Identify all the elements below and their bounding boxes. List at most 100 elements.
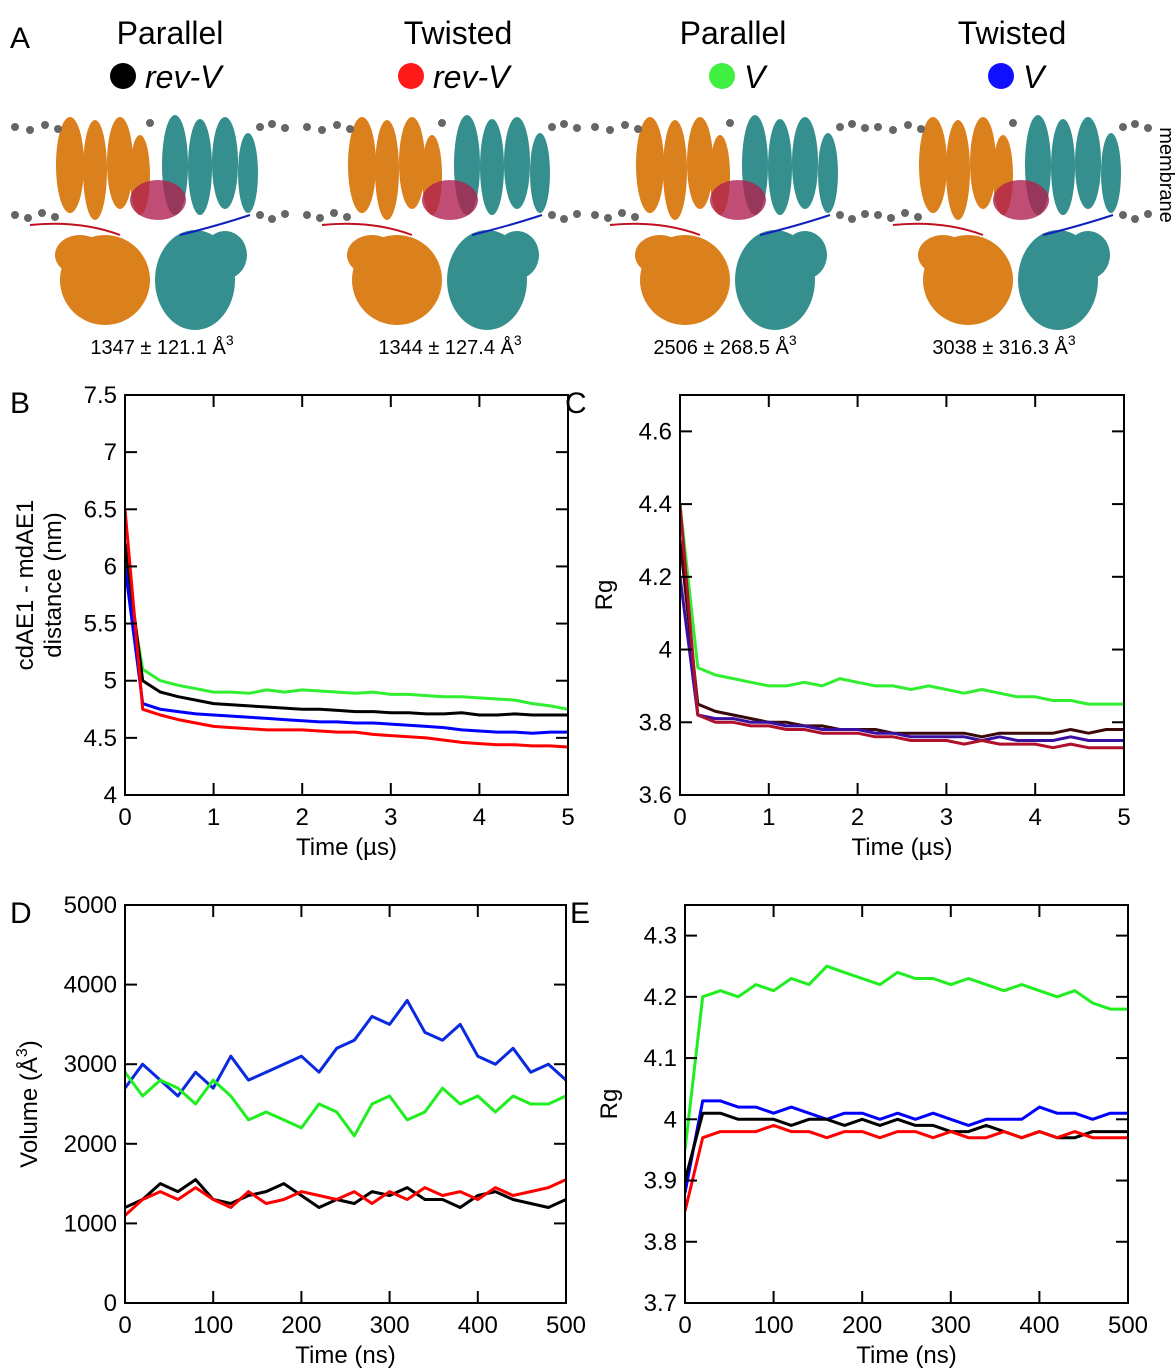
series-line — [125, 1071, 566, 1138]
y-tick-label: 4.2 — [644, 984, 677, 1011]
plot-frame — [124, 904, 567, 1304]
y-tick-label: 4.3 — [644, 923, 677, 950]
legend-dot — [398, 63, 424, 89]
x-tick-label: 5 — [561, 804, 574, 831]
y-axis-label: Volume (Å3) — [14, 1040, 43, 1168]
legend-label: rev-V — [145, 59, 224, 95]
structure — [10, 114, 290, 331]
x-tick-label: 2 — [851, 804, 864, 831]
y-tick-label: 4.6 — [639, 418, 672, 445]
x-tick-label: 4 — [473, 804, 486, 831]
series-line — [680, 576, 1124, 742]
legend-dot — [110, 63, 136, 89]
x-axis-label: Time (µs) — [852, 834, 953, 861]
y-tick-label: 5 — [104, 668, 117, 695]
series-line — [680, 503, 1124, 750]
x-tick-label: 300 — [931, 1312, 971, 1339]
y-tick-label: 2000 — [64, 1131, 117, 1158]
volume-label: 3038 ± 316.3 Å3 — [932, 332, 1076, 359]
series-line — [685, 1099, 1128, 1194]
y-tick-label: 3.6 — [639, 782, 672, 809]
y-tick-label: 0 — [104, 1290, 117, 1317]
x-tick-label: 500 — [1108, 1312, 1148, 1339]
series-line — [125, 566, 568, 711]
y-axis-label-part: Volume (Å — [15, 1057, 43, 1168]
x-tick-label: 400 — [458, 1312, 498, 1339]
legend-dot — [988, 63, 1014, 89]
y-tick-label: 5.5 — [84, 611, 117, 638]
series-line — [680, 540, 1124, 739]
plot-area — [125, 999, 566, 1217]
x-tick-label: 3 — [940, 804, 953, 831]
y-axis-label-part: Rg — [596, 1089, 623, 1120]
y-tick-label: 6.5 — [84, 496, 117, 523]
y-tick-label: 4 — [104, 782, 117, 809]
x-tick-label: 1 — [762, 804, 775, 831]
volume-exponent: 3 — [514, 332, 522, 348]
plot-area — [125, 509, 568, 749]
y-tick-label: 4 — [659, 637, 672, 664]
series-line — [680, 503, 1124, 706]
y-tick-label: 4.1 — [644, 1045, 677, 1072]
y-axis-label: Rg — [591, 580, 618, 611]
x-axis-label: Time (µs) — [296, 834, 397, 861]
series-line — [685, 1123, 1128, 1212]
y-tick-label: 7 — [104, 439, 117, 466]
series-line — [125, 509, 568, 749]
x-tick-label: 100 — [754, 1312, 794, 1339]
structure — [590, 114, 870, 331]
x-tick-label: 500 — [546, 1312, 586, 1339]
x-tick-label: 2 — [296, 804, 309, 831]
panel-letter: C — [565, 387, 587, 420]
volume-exponent: 3 — [226, 332, 234, 348]
volume-label: 2506 ± 268.5 Å3 — [653, 332, 797, 359]
plot-frame — [679, 394, 1125, 796]
volume-value: 2506 ± 268.5 Å — [653, 336, 789, 359]
y-tick-label: 3.9 — [644, 1168, 677, 1195]
plot-area — [680, 503, 1124, 750]
y-axis-label: Rg — [596, 1089, 623, 1120]
volume-exponent: 3 — [789, 332, 797, 348]
panel-letter: A — [10, 22, 30, 55]
y-tick-label: 4.4 — [639, 491, 672, 518]
x-tick-label: 200 — [281, 1312, 321, 1339]
x-tick-label: 0 — [678, 1312, 691, 1339]
legend-label: V — [1023, 59, 1047, 95]
y-axis-label: distance (nm) — [40, 512, 67, 657]
x-tick-label: 3 — [384, 804, 397, 831]
volume-label: 1347 ± 121.1 Å3 — [90, 332, 234, 359]
volume-label: 1344 ± 127.4 Å3 — [378, 332, 522, 359]
x-tick-label: 0 — [118, 1312, 131, 1339]
y-tick-label: 6 — [104, 553, 117, 580]
arrangement: Parallel — [680, 15, 787, 51]
series-line — [125, 1178, 566, 1209]
x-tick-label: 300 — [370, 1312, 410, 1339]
y-tick-label: 4.5 — [84, 725, 117, 752]
series-line — [685, 1111, 1128, 1181]
legend-label: rev-V — [433, 59, 512, 95]
x-tick-label: 1 — [207, 804, 220, 831]
series-line — [125, 543, 568, 717]
y-tick-label: 3.8 — [644, 1229, 677, 1256]
legend-label: V — [744, 59, 768, 95]
plot-area — [685, 964, 1128, 1212]
volume-value: 1347 ± 121.1 Å — [90, 336, 226, 359]
x-axis-label: Time (ns) — [295, 1342, 395, 1368]
x-tick-label: 400 — [1019, 1312, 1059, 1339]
panel-letter: D — [10, 897, 32, 930]
y-axis-label: cdAE1 - mdAE1 — [12, 500, 39, 671]
structure — [873, 114, 1153, 331]
y-tick-label: 4000 — [64, 972, 117, 999]
y-tick-label: 4.2 — [639, 564, 672, 591]
arrangement: Twisted — [958, 15, 1066, 51]
series-line — [685, 964, 1128, 1151]
y-tick-label: 3.8 — [639, 709, 672, 736]
structure — [302, 114, 582, 331]
volume-value: 3038 ± 316.3 Å — [932, 336, 1068, 359]
x-tick-label: 0 — [673, 804, 686, 831]
y-axis-label-part: ) — [16, 1040, 43, 1048]
series-line — [125, 999, 566, 1098]
y-tick-label: 1000 — [64, 1210, 117, 1237]
